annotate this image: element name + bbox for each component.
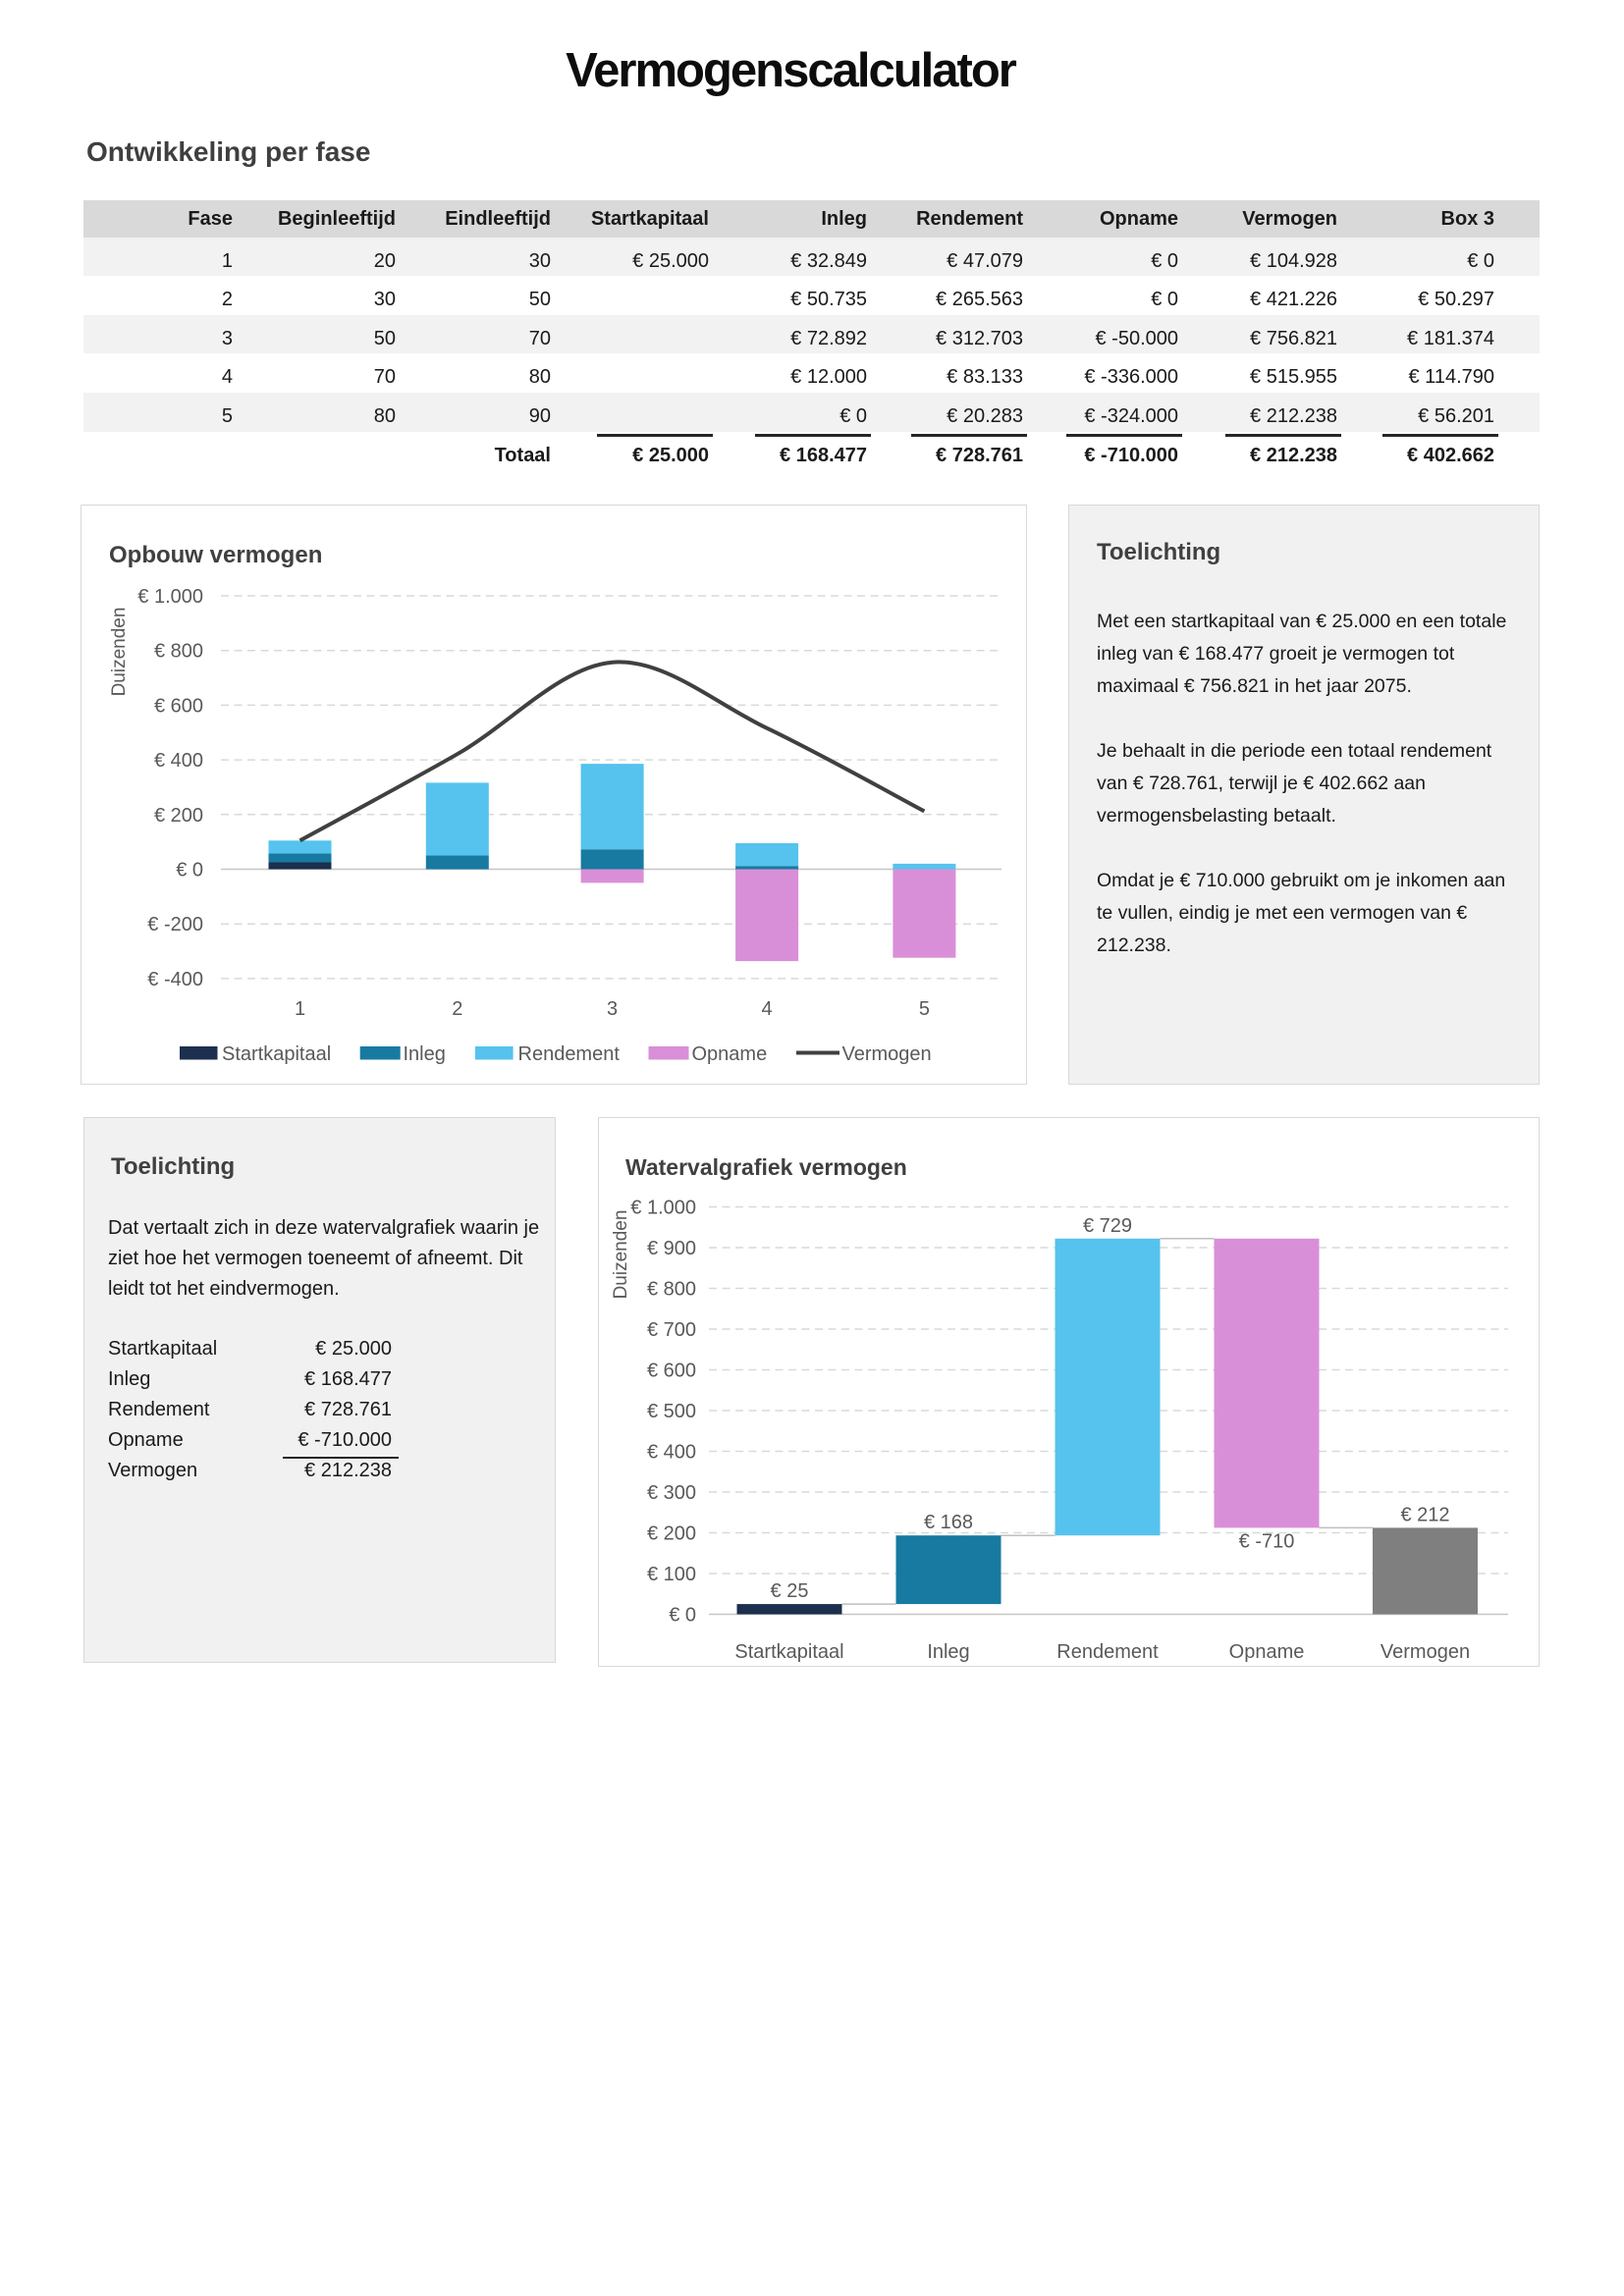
svg-text:€ 400: € 400 xyxy=(154,750,203,772)
svg-text:4: 4 xyxy=(762,998,773,1020)
svg-text:€ 900: € 900 xyxy=(647,1238,696,1259)
svg-text:€ 600: € 600 xyxy=(647,1361,696,1382)
svg-text:Rendement: Rendement xyxy=(1056,1641,1159,1663)
svg-text:Opname: Opname xyxy=(1229,1641,1305,1663)
svg-text:€ 200: € 200 xyxy=(154,805,203,827)
svg-text:Duizenden: Duizenden xyxy=(109,608,130,697)
svg-text:3: 3 xyxy=(607,998,618,1020)
svg-text:€ 400: € 400 xyxy=(647,1442,696,1464)
svg-text:Vermogen: Vermogen xyxy=(842,1043,932,1065)
svg-text:Startkapitaal: Startkapitaal xyxy=(734,1641,843,1663)
svg-text:Vermogen: Vermogen xyxy=(1380,1641,1470,1663)
svg-text:€ 0: € 0 xyxy=(669,1605,696,1627)
svg-text:€ 1.000: € 1.000 xyxy=(630,1198,696,1219)
svg-text:Inleg: Inleg xyxy=(404,1043,446,1065)
svg-text:€ 500: € 500 xyxy=(647,1401,696,1422)
svg-text:€ 0: € 0 xyxy=(176,860,203,881)
svg-text:€ 800: € 800 xyxy=(154,641,203,663)
svg-text:€ 300: € 300 xyxy=(647,1482,696,1504)
svg-text:€ -400: € -400 xyxy=(147,969,203,990)
svg-text:€ 212: € 212 xyxy=(1400,1505,1449,1526)
svg-text:€ 25: € 25 xyxy=(771,1580,809,1602)
svg-text:Opname: Opname xyxy=(692,1043,768,1065)
svg-text:€ -200: € -200 xyxy=(147,914,203,935)
svg-text:€ -710: € -710 xyxy=(1239,1531,1295,1553)
svg-text:€ 1.000: € 1.000 xyxy=(137,586,203,608)
svg-text:Inleg: Inleg xyxy=(927,1641,969,1663)
svg-text:Startkapitaal: Startkapitaal xyxy=(222,1043,331,1065)
svg-text:5: 5 xyxy=(919,998,930,1020)
svg-text:€ 700: € 700 xyxy=(647,1319,696,1341)
svg-text:€ 100: € 100 xyxy=(647,1564,696,1585)
svg-text:Rendement: Rendement xyxy=(518,1043,621,1065)
svg-text:€ 800: € 800 xyxy=(647,1279,696,1301)
svg-text:Opbouw vermogen: Opbouw vermogen xyxy=(109,542,322,568)
svg-text:Duizenden: Duizenden xyxy=(611,1210,631,1300)
svg-text:Watervalgrafiek vermogen: Watervalgrafiek vermogen xyxy=(625,1154,907,1180)
svg-text:1: 1 xyxy=(295,998,305,1020)
svg-text:€ 168: € 168 xyxy=(924,1512,973,1533)
svg-text:2: 2 xyxy=(452,998,462,1020)
svg-text:€ 729: € 729 xyxy=(1083,1215,1132,1237)
svg-text:€ 600: € 600 xyxy=(154,695,203,717)
svg-text:€ 200: € 200 xyxy=(647,1523,696,1545)
